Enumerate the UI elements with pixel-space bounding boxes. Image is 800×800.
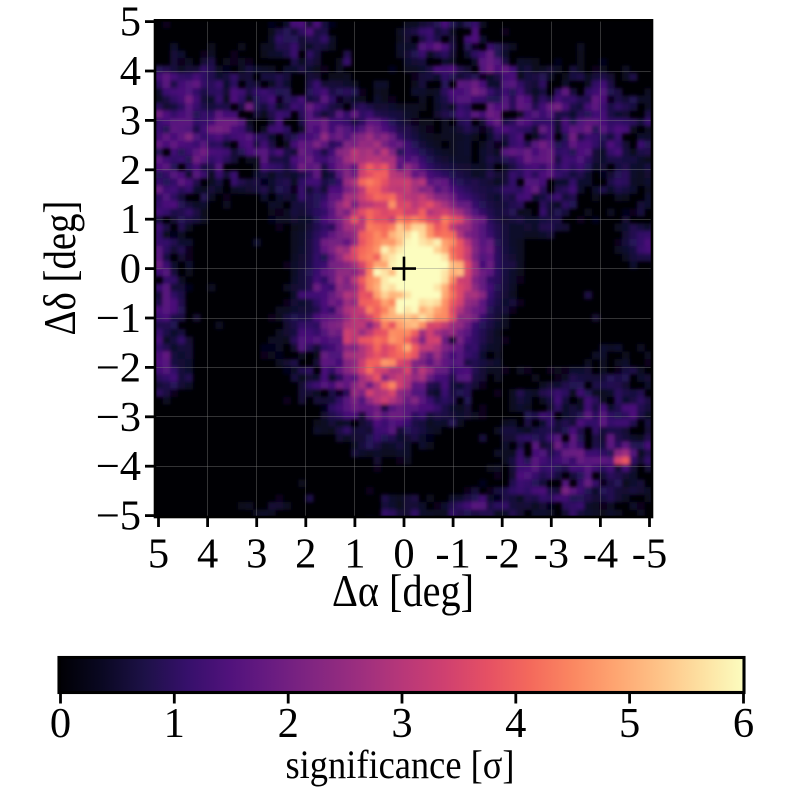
svg-text:−2: −2 xyxy=(96,344,141,391)
svg-text:2: 2 xyxy=(278,700,299,747)
svg-text:−4: −4 xyxy=(96,443,141,490)
svg-text:2: 2 xyxy=(120,147,141,194)
svg-text:significance [σ]: significance [σ] xyxy=(286,742,515,787)
svg-text:0: 0 xyxy=(393,531,414,578)
svg-text:1: 1 xyxy=(164,700,185,747)
svg-text:3: 3 xyxy=(246,531,267,578)
svg-text:-5: -5 xyxy=(632,531,667,578)
svg-text:0: 0 xyxy=(120,246,141,293)
svg-text:-3: -3 xyxy=(534,531,569,578)
svg-text:−3: −3 xyxy=(96,394,141,441)
svg-text:5: 5 xyxy=(619,700,640,747)
svg-text:Δα [deg]: Δα [deg] xyxy=(332,566,474,616)
svg-text:−1: −1 xyxy=(96,295,141,342)
svg-text:5: 5 xyxy=(148,531,169,578)
svg-text:-1: -1 xyxy=(435,531,470,578)
svg-text:1: 1 xyxy=(120,196,141,243)
svg-text:6: 6 xyxy=(733,700,754,747)
svg-text:3: 3 xyxy=(391,700,412,747)
svg-text:4: 4 xyxy=(505,700,526,747)
svg-text:-2: -2 xyxy=(484,531,519,578)
svg-text:4: 4 xyxy=(197,531,218,578)
svg-text:Δδ [deg]: Δδ [deg] xyxy=(35,201,85,336)
svg-text:2: 2 xyxy=(295,531,316,578)
svg-text:1: 1 xyxy=(344,531,365,578)
svg-text:5: 5 xyxy=(120,0,141,46)
svg-text:4: 4 xyxy=(120,48,141,95)
svg-text:0: 0 xyxy=(50,700,71,747)
svg-text:−5: −5 xyxy=(96,493,141,540)
svg-text:-4: -4 xyxy=(583,531,618,578)
svg-text:3: 3 xyxy=(120,97,141,144)
